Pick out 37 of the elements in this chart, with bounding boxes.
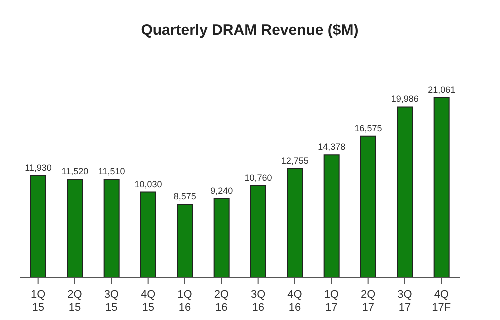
x-tick-label: 3Q 17 <box>398 289 413 314</box>
bar <box>30 176 46 278</box>
x-tick-label: 2Q 16 <box>214 289 230 314</box>
x-tick-label: 3Q 15 <box>104 289 120 314</box>
data-label: 14,378 <box>318 142 346 152</box>
data-label: 10,030 <box>134 179 162 190</box>
data-label: 21,061 <box>428 85 456 95</box>
data-label: 16,575 <box>354 123 382 134</box>
data-label: 12,755 <box>281 156 309 166</box>
bar <box>67 179 84 278</box>
x-tick-label: 4Q 15 <box>140 289 156 314</box>
x-tick-label: 4Q 16 <box>288 289 303 314</box>
x-tick-label: 1Q 15 <box>30 289 46 314</box>
bar <box>104 179 120 278</box>
data-label: 11,930 <box>25 163 52 174</box>
chart-title: Quarterly DRAM Revenue ($M) <box>140 22 360 39</box>
bar <box>434 98 450 278</box>
bar <box>287 168 304 278</box>
data-label: 10,760 <box>244 173 272 184</box>
data-label: 11,510 <box>98 166 126 177</box>
x-tick-label: 3Q 16 <box>250 289 266 314</box>
x-tick-label: 1Q 17 <box>324 289 340 314</box>
x-tick-label: 1Q 16 <box>178 289 193 314</box>
bar <box>214 198 230 278</box>
bar <box>360 136 376 278</box>
bar <box>250 186 266 278</box>
bar <box>177 204 194 278</box>
data-label: 19,986 <box>391 94 419 104</box>
x-tick-label: 4Q 17F <box>432 289 452 314</box>
x-tick-label: 2Q 17 <box>360 289 376 314</box>
bar <box>140 192 156 278</box>
data-label: 11,520 <box>62 166 89 177</box>
bar <box>324 154 340 278</box>
data-label: 9,240 <box>210 186 234 196</box>
data-label: 8,575 <box>174 192 196 202</box>
x-tick-label: 2Q 15 <box>68 289 83 314</box>
bar <box>397 106 414 278</box>
